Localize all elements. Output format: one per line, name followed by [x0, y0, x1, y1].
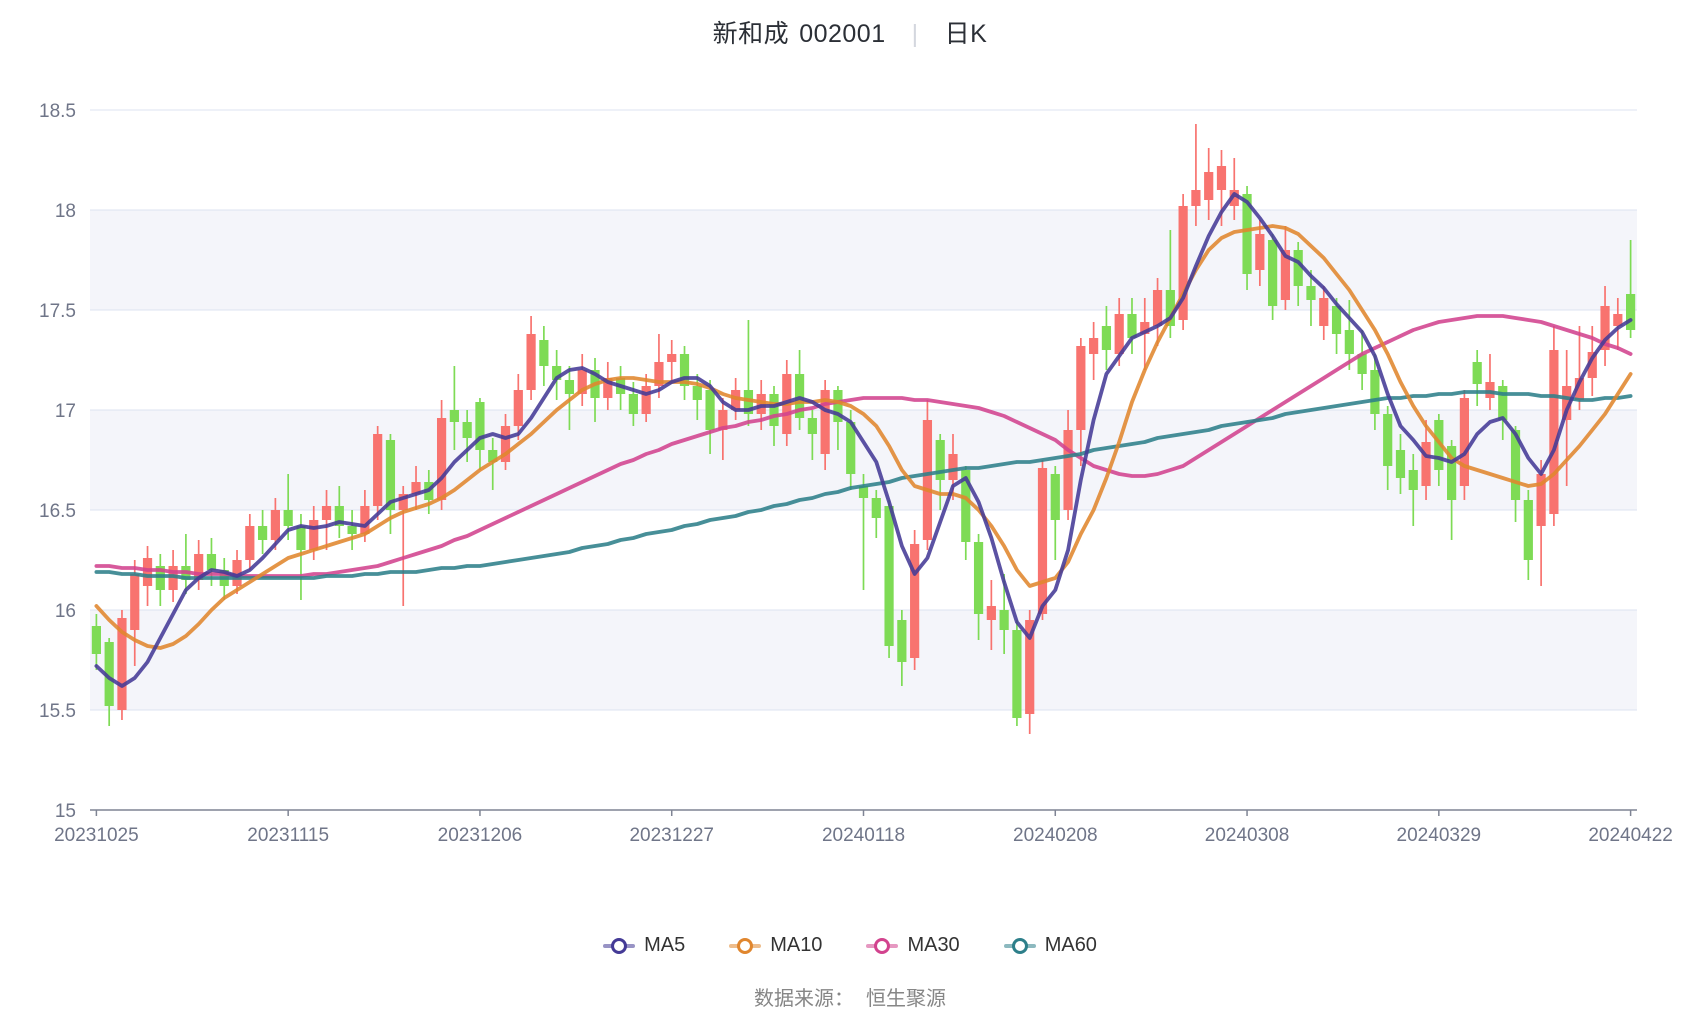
- source-label: 数据来源：: [754, 988, 854, 1010]
- stock-code: 002001: [799, 20, 886, 48]
- svg-text:17.5: 17.5: [39, 301, 76, 322]
- stock-name: 新和成: [712, 20, 790, 48]
- svg-text:18: 18: [55, 201, 76, 222]
- ma5-marker-icon: [603, 937, 636, 954]
- plot-bands: [90, 210, 1637, 710]
- source-value: 恒生聚源: [866, 988, 946, 1010]
- ma60-marker-icon: [1003, 937, 1036, 954]
- svg-text:20231206: 20231206: [438, 825, 523, 846]
- svg-text:16.5: 16.5: [39, 501, 76, 522]
- y-axis-labels: 15 15.5 16 16.5 17 17.5 18 18.5: [39, 101, 76, 822]
- svg-text:15: 15: [55, 801, 76, 822]
- chart-title: 新和成 002001 | 日K: [0, 14, 1700, 50]
- ma5-line[interactable]: [94, 192, 1633, 688]
- ma10-line[interactable]: [94, 224, 1633, 650]
- legend-label: MA5: [644, 934, 686, 956]
- legend-item-ma60[interactable]: MA60: [1003, 934, 1097, 957]
- title-separator-icon: |: [911, 20, 919, 48]
- svg-text:16: 16: [55, 601, 76, 622]
- svg-text:15.5: 15.5: [39, 701, 76, 722]
- ma60-line[interactable]: [94, 390, 1633, 580]
- legend: MA5 MA10 MA30 MA60: [0, 934, 1700, 957]
- kline-chart-canvas[interactable]: 15 15.5 16 16.5 17 17.5 18 18.5 20231025 20231115…: [0, 0, 1700, 920]
- svg-text:20240422: 20240422: [1588, 825, 1673, 846]
- svg-text:20231227: 20231227: [629, 825, 714, 846]
- data-source: 数据来源： 恒生聚源: [0, 982, 1700, 1011]
- x-axis-labels: 20231025 20231115 20231206 20231227 20240118…: [54, 825, 1673, 846]
- legend-item-ma5[interactable]: MA5: [603, 934, 685, 957]
- svg-text:20231115: 20231115: [247, 825, 329, 846]
- svg-text:20240329: 20240329: [1397, 825, 1482, 846]
- ma-lines[interactable]: [94, 192, 1633, 688]
- legend-label: MA10: [770, 934, 823, 956]
- grid-lines: [90, 109, 1637, 711]
- legend-label: MA30: [907, 934, 960, 956]
- legend-label: MA60: [1044, 934, 1097, 956]
- svg-text:20240208: 20240208: [1013, 825, 1098, 846]
- chart-type-label: 日K: [944, 20, 988, 48]
- ma30-marker-icon: [866, 937, 899, 954]
- candlestick-series[interactable]: [91, 124, 1636, 734]
- svg-text:20240118: 20240118: [822, 825, 905, 846]
- svg-text:20231025: 20231025: [54, 825, 139, 846]
- svg-text:17: 17: [55, 401, 76, 422]
- ma30-line[interactable]: [94, 314, 1633, 578]
- legend-item-ma30[interactable]: MA30: [866, 934, 960, 957]
- x-axis: [90, 809, 1637, 816]
- svg-text:20240308: 20240308: [1205, 825, 1290, 846]
- legend-item-ma10[interactable]: MA10: [729, 934, 822, 957]
- svg-text:18.5: 18.5: [39, 101, 76, 122]
- ma10-marker-icon: [729, 937, 762, 954]
